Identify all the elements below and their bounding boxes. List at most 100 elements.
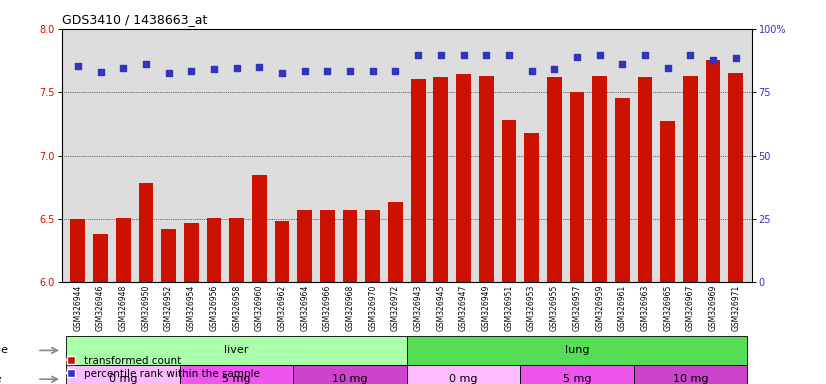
Bar xyxy=(456,74,471,282)
Text: GSM326968: GSM326968 xyxy=(345,285,354,331)
Point xyxy=(389,68,402,74)
Point xyxy=(298,68,311,74)
Point xyxy=(230,65,243,71)
Bar xyxy=(638,77,653,282)
Text: GSM326945: GSM326945 xyxy=(436,285,445,331)
Text: GSM326949: GSM326949 xyxy=(482,285,491,331)
Point xyxy=(638,52,652,58)
Point xyxy=(729,55,743,61)
Bar xyxy=(705,60,720,282)
Text: GSM326971: GSM326971 xyxy=(731,285,740,331)
Text: 5 mg: 5 mg xyxy=(563,374,591,384)
Text: GSM326963: GSM326963 xyxy=(640,285,649,331)
Bar xyxy=(343,210,358,282)
Text: GSM326966: GSM326966 xyxy=(323,285,332,331)
Point xyxy=(71,63,84,69)
Text: GSM326943: GSM326943 xyxy=(414,285,423,331)
Text: GSM326956: GSM326956 xyxy=(210,285,218,331)
Text: GSM326961: GSM326961 xyxy=(618,285,627,331)
Bar xyxy=(93,234,108,282)
Point xyxy=(525,68,539,74)
Point xyxy=(661,65,674,71)
Bar xyxy=(320,210,335,282)
Point xyxy=(684,52,697,58)
Text: GSM326951: GSM326951 xyxy=(505,285,514,331)
Text: GSM326964: GSM326964 xyxy=(300,285,309,331)
Bar xyxy=(660,121,675,282)
Bar xyxy=(365,210,380,282)
Point xyxy=(615,61,629,67)
Bar xyxy=(406,365,520,384)
Legend: transformed count, percentile rank within the sample: transformed count, percentile rank withi… xyxy=(67,356,259,379)
Bar xyxy=(388,202,403,282)
Text: GSM326972: GSM326972 xyxy=(391,285,400,331)
Bar xyxy=(683,76,698,282)
Text: 0 mg: 0 mg xyxy=(449,374,477,384)
Text: 10 mg: 10 mg xyxy=(332,374,368,384)
Text: GSM326960: GSM326960 xyxy=(255,285,263,331)
Bar xyxy=(293,365,406,384)
Bar xyxy=(184,223,198,282)
Text: GSM326965: GSM326965 xyxy=(663,285,672,331)
Text: 5 mg: 5 mg xyxy=(222,374,251,384)
Text: GSM326946: GSM326946 xyxy=(96,285,105,331)
Point xyxy=(207,66,221,73)
Point xyxy=(162,70,175,76)
Bar xyxy=(116,218,131,282)
Text: GSM326947: GSM326947 xyxy=(459,285,468,331)
Bar xyxy=(180,365,293,384)
Bar xyxy=(66,365,180,384)
Text: GSM326962: GSM326962 xyxy=(278,285,287,331)
Text: 0 mg: 0 mg xyxy=(109,374,137,384)
Text: tissue: tissue xyxy=(0,345,9,356)
Point xyxy=(480,52,493,58)
Bar xyxy=(634,365,748,384)
Point xyxy=(253,64,266,70)
Bar xyxy=(411,79,425,282)
Point xyxy=(548,66,561,73)
Text: liver: liver xyxy=(225,345,249,356)
Text: GSM326969: GSM326969 xyxy=(709,285,718,331)
Bar xyxy=(501,120,516,282)
Text: GSM326953: GSM326953 xyxy=(527,285,536,331)
Text: GDS3410 / 1438663_at: GDS3410 / 1438663_at xyxy=(62,13,207,26)
Text: GSM326950: GSM326950 xyxy=(141,285,150,331)
Point xyxy=(94,69,107,75)
Point xyxy=(502,52,515,58)
Text: GSM326944: GSM326944 xyxy=(74,285,83,331)
Bar xyxy=(520,365,634,384)
Point xyxy=(411,52,425,58)
Point xyxy=(344,68,357,74)
Bar xyxy=(547,77,562,282)
Bar xyxy=(434,77,449,282)
Text: 10 mg: 10 mg xyxy=(672,374,708,384)
Bar xyxy=(70,219,85,282)
Text: dose: dose xyxy=(0,374,2,384)
Bar xyxy=(139,184,154,282)
Bar xyxy=(570,92,584,282)
Point xyxy=(457,52,470,58)
Bar xyxy=(406,336,748,365)
Text: GSM326959: GSM326959 xyxy=(596,285,604,331)
Text: GSM326958: GSM326958 xyxy=(232,285,241,331)
Bar xyxy=(479,76,494,282)
Text: lung: lung xyxy=(565,345,589,356)
Point xyxy=(571,54,584,60)
Text: GSM326970: GSM326970 xyxy=(368,285,377,331)
Bar xyxy=(297,210,312,282)
Bar xyxy=(206,218,221,282)
Point xyxy=(593,52,606,58)
Bar xyxy=(161,229,176,282)
Bar xyxy=(230,218,244,282)
Bar xyxy=(615,98,629,282)
Text: GSM326967: GSM326967 xyxy=(686,285,695,331)
Bar xyxy=(252,175,267,282)
Point xyxy=(706,58,719,64)
Point xyxy=(434,52,448,58)
Point xyxy=(116,65,130,71)
Text: GSM326952: GSM326952 xyxy=(164,285,173,331)
Text: GSM326954: GSM326954 xyxy=(187,285,196,331)
Bar xyxy=(592,76,607,282)
Point xyxy=(140,61,153,67)
Point xyxy=(185,68,198,74)
